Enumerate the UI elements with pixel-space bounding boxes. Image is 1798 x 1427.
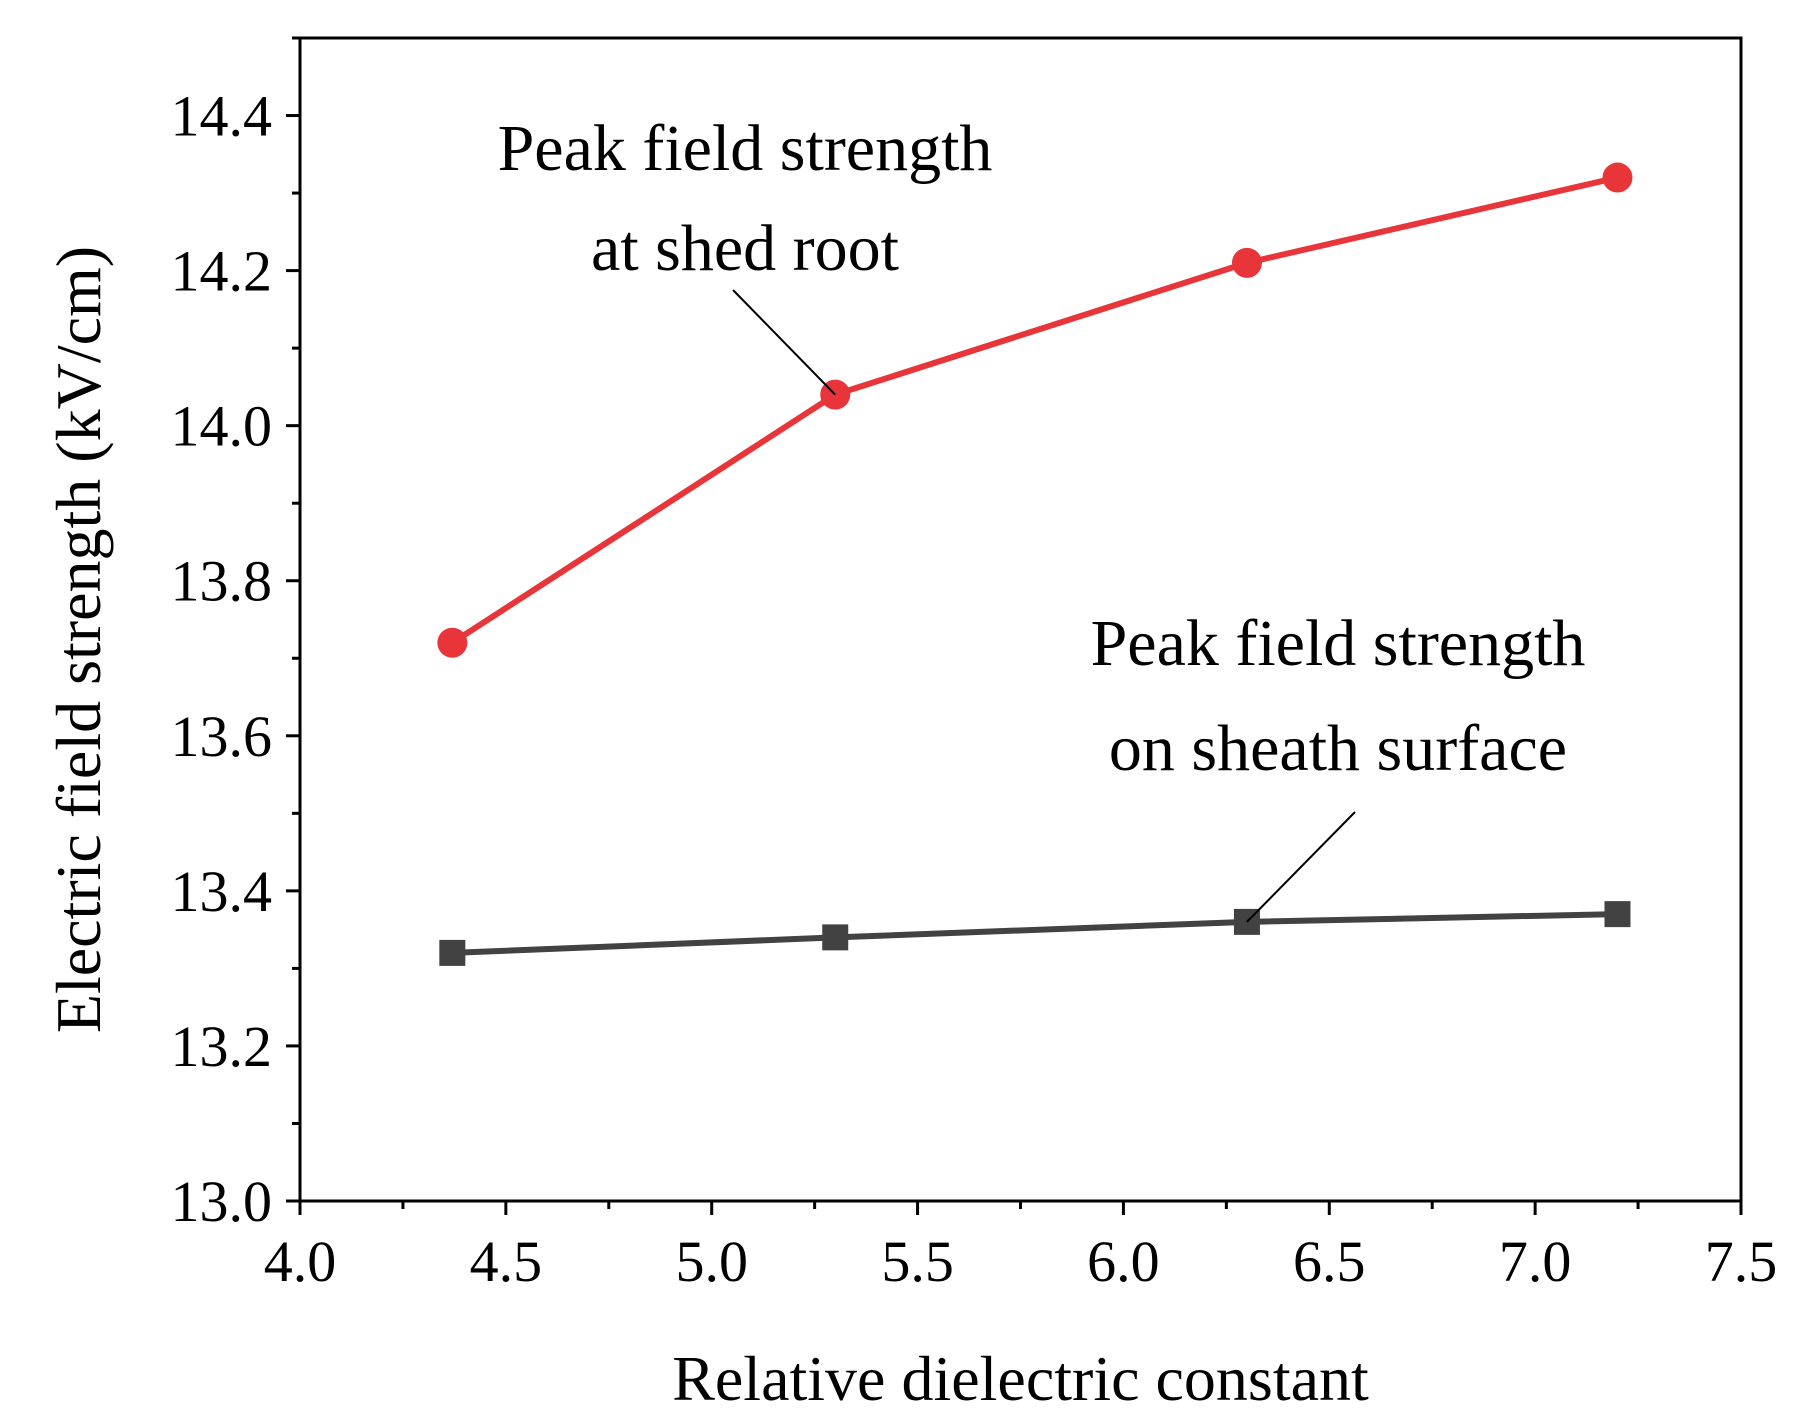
x-tick-label: 4.0 bbox=[264, 1229, 337, 1294]
series-1-point bbox=[1602, 162, 1633, 193]
x-tick-label: 6.5 bbox=[1293, 1229, 1366, 1294]
axes: 4.0 4.5 5.0 5.5 6.0 6.5 7.0 7.5 13.0 13.2 13.4 13.6… bbox=[171, 36, 1778, 1294]
y-tick-label: 13.0 bbox=[171, 1169, 273, 1234]
series-1-point bbox=[437, 627, 468, 658]
y-axis-title: Electric field strength (kV/cm) bbox=[43, 246, 114, 1033]
annotation-leader-shed-root bbox=[732, 289, 836, 396]
y-tick-label: 14.2 bbox=[171, 239, 273, 304]
y-tick-label: 13.8 bbox=[171, 549, 273, 614]
series-2-point bbox=[822, 924, 849, 951]
x-tick-label: 7.5 bbox=[1705, 1229, 1778, 1294]
series-2-point bbox=[439, 939, 466, 966]
x-tick-label: 7.0 bbox=[1499, 1229, 1572, 1294]
annotation-shed-root-line-2: at shed root bbox=[591, 212, 899, 285]
x-tick-label: 5.0 bbox=[675, 1229, 748, 1294]
annotation-shed-root-line-1: Peak field strength bbox=[498, 112, 993, 185]
y-tick-label: 14.4 bbox=[171, 84, 273, 149]
x-tick-label: 4.5 bbox=[470, 1229, 543, 1294]
series-line-2 bbox=[452, 911, 1618, 956]
y-tick-label: 13.6 bbox=[171, 704, 273, 769]
x-tick-label: 5.5 bbox=[881, 1229, 954, 1294]
annotation-sheath-surface-line-2: on sheath surface bbox=[1109, 712, 1567, 785]
y-tick-label: 14.0 bbox=[171, 394, 273, 459]
y-tick-label: 13.2 bbox=[171, 1014, 273, 1079]
series-2-point bbox=[1604, 901, 1631, 928]
annotation-leader-sheath-surface bbox=[1246, 811, 1356, 923]
series-line-1 bbox=[450, 174, 1619, 646]
series-1-point bbox=[1231, 247, 1262, 278]
x-tick-label: 6.0 bbox=[1087, 1229, 1160, 1294]
x-axis-title: Relative dielectric constant bbox=[672, 1343, 1369, 1414]
y-tick-label: 13.4 bbox=[171, 859, 273, 924]
annotation-sheath-surface-line-1: Peak field strength bbox=[1091, 607, 1586, 680]
annotations: Peak field strength at shed root Peak fi… bbox=[498, 112, 1586, 923]
